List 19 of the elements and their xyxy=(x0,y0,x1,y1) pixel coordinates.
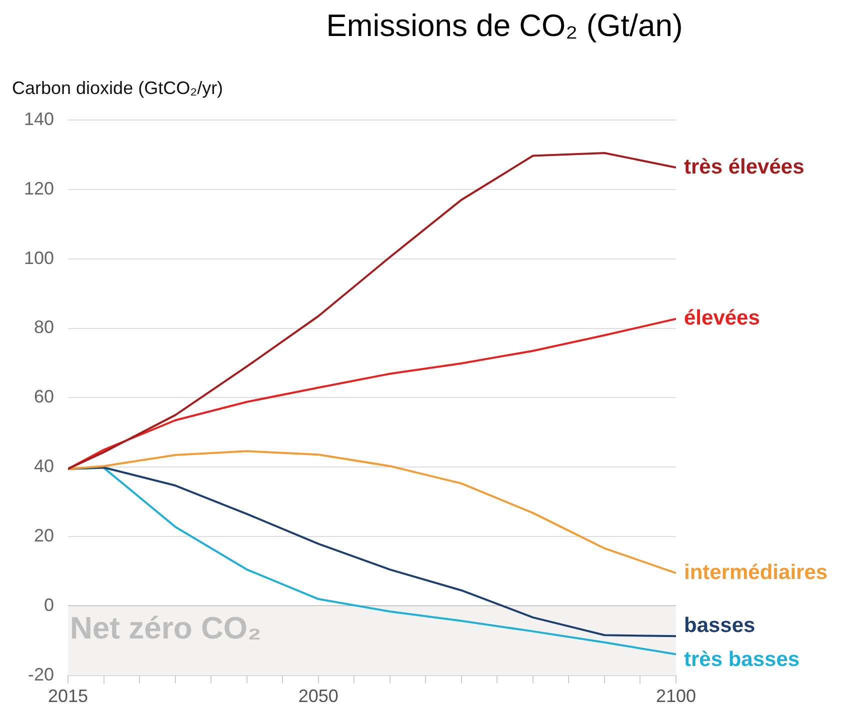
y-tick-label: 40 xyxy=(34,456,54,476)
y-tick-label: 80 xyxy=(34,317,54,338)
series-label: intermédiaires xyxy=(684,560,828,584)
y-tick-label: 120 xyxy=(24,178,54,198)
x-tick-label: 2050 xyxy=(298,686,338,706)
x-tick-label: 2015 xyxy=(48,686,88,706)
series-label: très élevées xyxy=(684,155,804,178)
y-axis-title: Carbon dioxide (GtCO₂/yr) xyxy=(12,78,224,99)
y-tick-label: 100 xyxy=(24,248,54,268)
y-tick-label: -20 xyxy=(28,664,54,684)
series-label: très basses xyxy=(684,648,800,672)
y-tick-label: 140 xyxy=(24,108,54,129)
x-tick-label: 2100 xyxy=(656,686,696,706)
series-label: basses xyxy=(684,614,756,637)
chart-title: Emissions de CO₂ (Gt/an) xyxy=(325,8,684,44)
y-tick-label: 20 xyxy=(34,526,54,546)
y-tick-label: 60 xyxy=(34,386,54,407)
y-tick-label: 0 xyxy=(44,594,54,615)
series-label: élevées xyxy=(684,306,760,330)
